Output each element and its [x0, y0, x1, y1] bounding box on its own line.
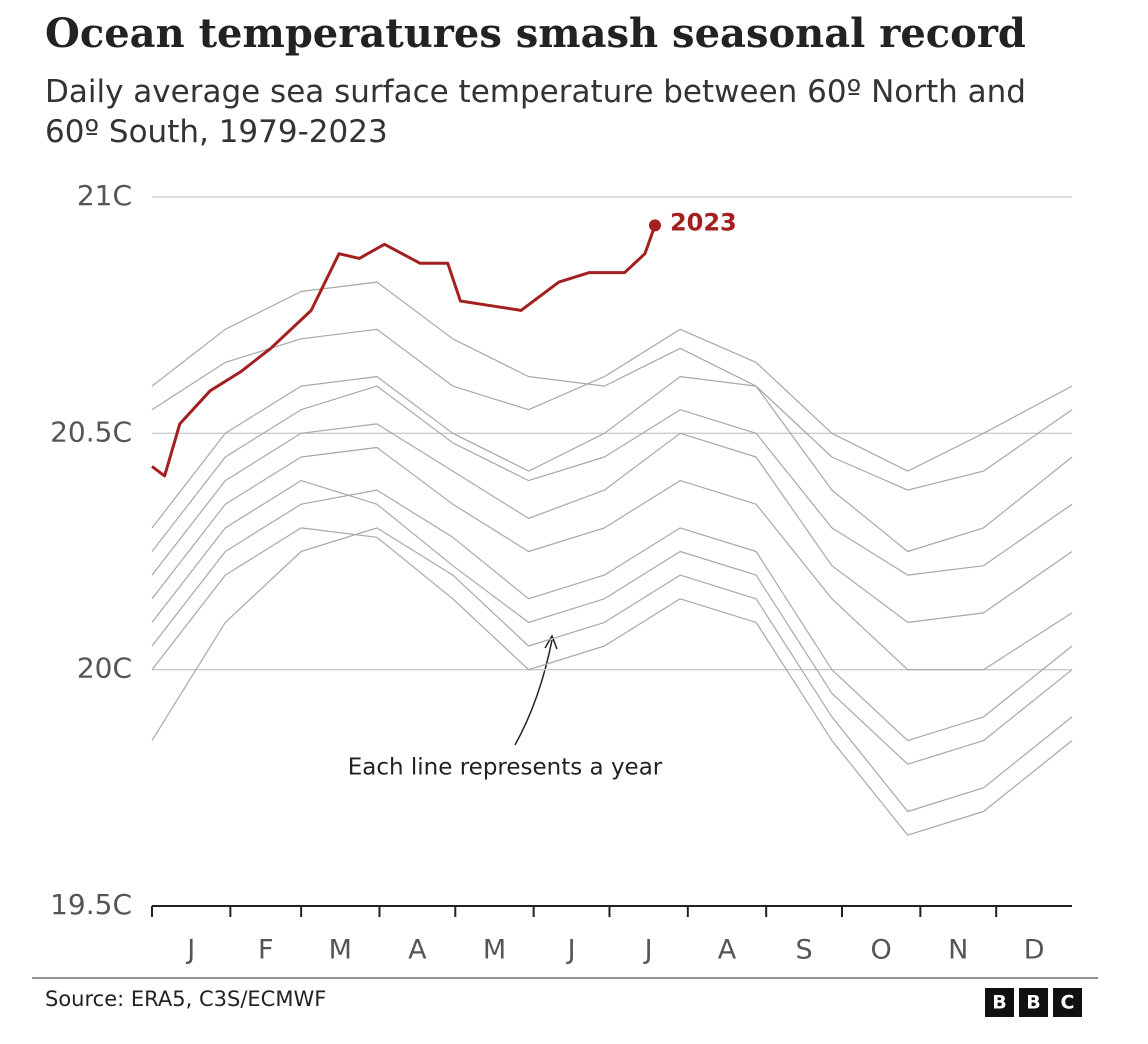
- end-point: [648, 219, 661, 232]
- x-tick-label: M: [483, 935, 506, 966]
- annotation: Each line represents a year: [348, 755, 663, 781]
- x-tick-label: A: [718, 935, 737, 966]
- year-line: [151, 376, 1073, 553]
- x-tick-label: D: [1024, 935, 1045, 966]
- year-line: [151, 527, 1073, 813]
- logo-box: [1053, 988, 1082, 1017]
- x-tick-label: J: [566, 935, 576, 966]
- logo-letter: C: [1061, 992, 1075, 1014]
- y-tick-label: 20.5C: [50, 415, 132, 448]
- year-line: [151, 446, 1073, 671]
- year-line: [151, 328, 1073, 472]
- logo-letter: B: [992, 992, 1006, 1014]
- x-tick-label: F: [258, 935, 274, 966]
- chart-title: Ocean temperatures smash seasonal record: [45, 10, 1026, 57]
- series-line: [151, 224, 657, 478]
- chart-subtitle: Daily average sea surface temperature be…: [45, 74, 1026, 150]
- x-tick-label: J: [185, 935, 195, 966]
- annotation-arrow: [514, 639, 553, 746]
- year-line: [151, 489, 1073, 742]
- year-line: [151, 385, 1073, 576]
- y-tick-label: 21C: [77, 179, 132, 212]
- x-tick-label: N: [948, 935, 968, 966]
- year-line: [151, 527, 1073, 836]
- x-tick-label: M: [329, 935, 352, 966]
- series-label: 2023: [670, 208, 737, 236]
- x-tick-label: S: [796, 935, 813, 966]
- x-tick-label: O: [871, 935, 892, 966]
- year-line: [151, 281, 1073, 491]
- logo-box: [1019, 988, 1048, 1017]
- x-tick-label: J: [643, 935, 653, 966]
- annotation-arrowhead: [544, 634, 558, 650]
- year-line: [151, 480, 1073, 765]
- logo-box: [985, 988, 1014, 1017]
- year-line: [151, 423, 1073, 623]
- y-tick-label: 19.5C: [50, 888, 132, 921]
- x-tick-label: A: [408, 935, 427, 966]
- y-tick-label: 20C: [77, 652, 132, 685]
- source: Source: ERA5, C3S/ECMWF: [45, 987, 326, 1011]
- logo-letter: B: [1026, 992, 1040, 1014]
